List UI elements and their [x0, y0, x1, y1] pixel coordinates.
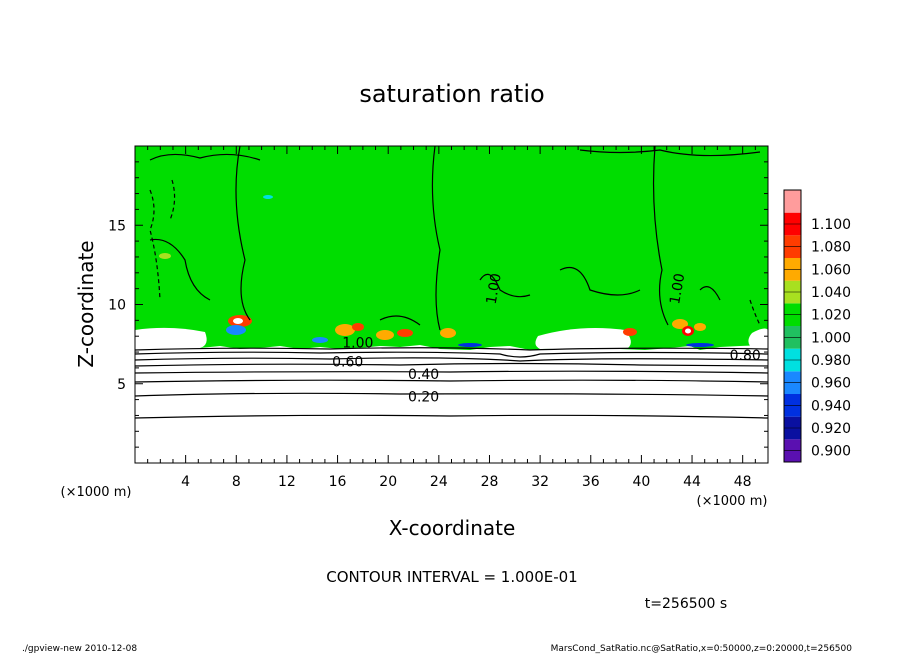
contour-labels: 0.20 0.40 0.60 0.80 1.00 1.00 1.00	[332, 272, 761, 405]
colorbar-frame	[783, 189, 802, 463]
x-tick-label: 24	[430, 474, 448, 490]
plot-area: 0.20 0.40 0.60 0.80 1.00 1.00 1.00	[135, 146, 768, 463]
x-tick-label: 48	[734, 474, 752, 490]
x-tick-label: 20	[379, 474, 397, 490]
contour-label: 0.20	[408, 389, 439, 405]
footer-left: ./gpview-new 2010-12-08	[22, 644, 137, 654]
x-tick-label: 12	[278, 474, 296, 490]
x-tick-label: 16	[329, 474, 347, 490]
x-tick-label: 4	[181, 474, 190, 490]
chart-title: saturation ratio	[359, 80, 544, 108]
saturated-region	[135, 146, 768, 350]
colorbar-label: 0.980	[811, 353, 851, 369]
time-label: t=256500 s	[645, 596, 727, 612]
colorbar-swatch	[784, 190, 801, 213]
supersaturated-spots	[159, 195, 714, 347]
colorbar-label: 1.040	[811, 285, 851, 301]
contour-label: 1.00	[667, 272, 688, 305]
colorbar-label: 0.920	[811, 421, 851, 437]
colorbar-label: 1.060	[811, 262, 851, 278]
contour-interval-label: CONTOUR INTERVAL = 1.000E-01	[326, 568, 577, 586]
x-tick-label: 36	[582, 474, 600, 490]
contour-label: 1.00	[342, 336, 373, 352]
contour-lines	[135, 146, 768, 419]
colorbar-label: 1.000	[811, 330, 851, 346]
y-tick-label: 10	[108, 298, 126, 314]
x-axis-label: X-coordinate	[389, 516, 516, 540]
x-tick-label: 8	[232, 474, 241, 490]
colorbar: 0.900 0.920 0.940 0.960 0.980 1.000 1.020 1.040…	[783, 189, 851, 463]
y-axis-label: Z-coordinate	[74, 240, 98, 367]
colorbar-label: 1.080	[811, 240, 851, 256]
colorbar-label: 0.960	[811, 376, 851, 392]
y-tick-label: 5	[117, 377, 126, 393]
z-unit-label: (×1000 m)	[61, 485, 132, 500]
colorbar-label: 1.100	[811, 217, 851, 233]
y-tick-label: 15	[108, 218, 126, 234]
x-tick-label: 44	[683, 474, 701, 490]
colorbar-label: 0.900	[811, 444, 851, 460]
colorbar-label: 1.020	[811, 308, 851, 324]
contour-label: 0.60	[332, 355, 363, 371]
footer-right: MarsCond_SatRatio.nc@SatRatio,x=0:50000,…	[551, 644, 853, 654]
x-tick-label: 28	[481, 474, 499, 490]
colorbar-label: 0.940	[811, 398, 851, 414]
y-axis-ticks: 5 10 15	[108, 161, 768, 448]
x-unit-label: (×1000 m)	[697, 494, 768, 509]
x-axis-ticks: 4 8 12 16 20 24 28 32 36 40 44 48	[147, 146, 756, 490]
x-tick-label: 40	[632, 474, 650, 490]
x-tick-label: 32	[531, 474, 549, 490]
contour-label: 0.40	[408, 367, 439, 383]
dashed-contours	[149, 179, 761, 326]
contour-label: 0.80	[730, 348, 761, 364]
contour-label: 1.00	[484, 272, 505, 305]
